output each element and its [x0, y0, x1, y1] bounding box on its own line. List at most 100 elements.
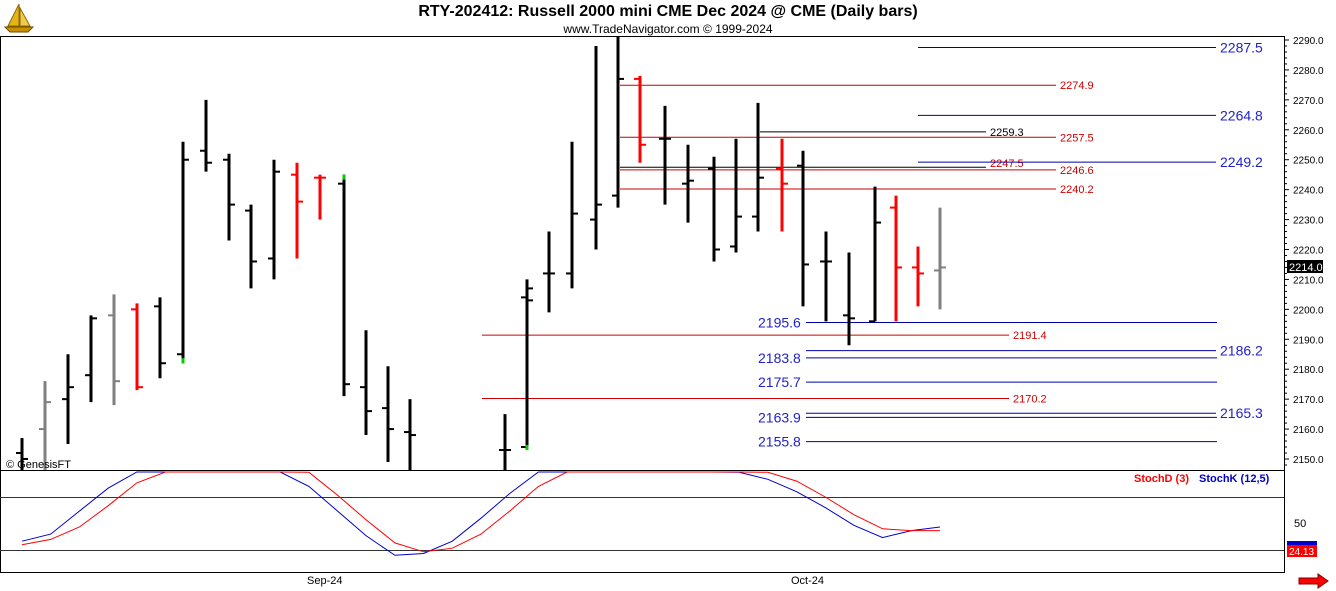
red-level-label-2: 2246.6: [1060, 165, 1094, 177]
ohlc-bar: [708, 156, 720, 262]
trade-navigator-logo: [2, 2, 36, 34]
sailboat-icon: [3, 3, 35, 33]
ohlc-bar: [634, 75, 646, 163]
price-tick-label-6: 2230.0: [1293, 216, 1324, 227]
ohlc-bar: [612, 37, 624, 208]
time-label-oct: Oct-24: [791, 575, 824, 587]
red-level-label-5: 2170.2: [1013, 394, 1047, 406]
stoch-k-legend: StochK (12,5): [1199, 473, 1270, 485]
price-tick-label-11: 2180.0: [1293, 365, 1324, 376]
ohlc-bar: [382, 366, 394, 462]
ohlc-bar: [730, 138, 742, 253]
ohlc-bar: [223, 153, 235, 241]
ohlc-bar: [291, 162, 303, 259]
ohlc-bar: [338, 174, 350, 397]
price-tick-label-14: 2150.0: [1293, 455, 1324, 466]
price-tick-label-0: 2290.0: [1293, 36, 1324, 47]
ohlc-bar: [245, 204, 257, 289]
price-tick-label-7: 2220.0: [1293, 246, 1324, 257]
copyright-text: www.TradeNavigator.com © 1999-2024: [563, 22, 773, 36]
ohlc-bar: [934, 207, 946, 310]
price-axis: 2290.0 2280.0 2270.0 2260.0 2250.0 2240.0 2230…: [1284, 36, 1324, 466]
price-panel-border: [0, 36, 1285, 471]
scroll-right-arrow-icon[interactable]: [1298, 573, 1329, 589]
blue-level-left-label-1: 2183.8: [758, 350, 801, 366]
ohlc-bar: [682, 144, 694, 223]
ohlc-bar: [869, 186, 881, 323]
red-level-label-1: 2257.5: [1060, 132, 1094, 144]
blue-level-left-label-3: 2163.9: [758, 409, 801, 425]
price-levels: 2274.9 2257.5 2246.6 2240.2 2191.4 2170.2 2259…: [482, 39, 1263, 450]
price-tick-label-12: 2170.0: [1293, 395, 1324, 406]
price-tick-label-1: 2280.0: [1293, 66, 1324, 77]
ohlc-bar: [776, 138, 788, 232]
dark-level-label-0: 2259.3: [990, 127, 1024, 139]
stoch-value-label: 24.13: [1289, 547, 1314, 558]
ohlc-bar: [404, 399, 416, 470]
red-level-label-3: 2240.2: [1060, 184, 1094, 196]
bar-signal-marker: [525, 445, 529, 451]
blue-level-left-label-4: 2155.8: [758, 434, 801, 450]
stochastic-lines: [21, 471, 941, 556]
price-tick-label-4: 2250.0: [1293, 156, 1324, 167]
red-level-label-0: 2274.9: [1060, 80, 1094, 92]
blue-level-right-label-1: 2264.8: [1220, 107, 1263, 123]
ohlc-bar: [499, 414, 511, 470]
price-tick-label-5: 2240.0: [1293, 186, 1324, 197]
stoch-d-line: [21, 471, 940, 553]
time-label-sep: Sep-24: [307, 575, 342, 587]
blue-level-left-label-2: 2175.7: [758, 374, 801, 390]
ohlc-bar: [108, 294, 120, 406]
chart-title: RTY-202412: Russell 2000 mini CME Dec 20…: [418, 3, 918, 20]
stoch-axis-50: 50: [1294, 518, 1306, 530]
ohlc-bar: [131, 303, 143, 391]
price-tick-label-10: 2190.0: [1293, 335, 1324, 346]
ohlc-bar: [820, 231, 832, 322]
blue-level-left-label-0: 2195.6: [758, 315, 801, 331]
blue-level-right-label-0: 2287.5: [1220, 39, 1263, 55]
ohlc-bar: [62, 354, 74, 445]
chart-header: RTY-202412: Russell 2000 mini CME Dec 20…: [0, 0, 1336, 36]
stoch-k-marker: [1287, 541, 1317, 545]
ohlc-bar: [200, 99, 212, 172]
price-tick-label-3: 2260.0: [1293, 126, 1324, 137]
stoch-d-legend: StochD (3): [1134, 473, 1189, 485]
red-level-label-4: 2191.4: [1013, 330, 1047, 342]
ohlc-bar: [521, 291, 533, 316]
blue-level-right-label-3: 2186.2: [1220, 343, 1263, 359]
ohlc-bar: [912, 246, 924, 307]
ohlc-bar: [590, 45, 602, 250]
blue-level-right-label-2: 2249.2: [1220, 154, 1263, 170]
ohlc-bar: [268, 159, 280, 280]
ohlc-bar: [85, 315, 97, 403]
price-tick-label-2: 2270.0: [1293, 96, 1324, 107]
stoch-panel-border: [0, 470, 1285, 573]
price-tick-label-9: 2200.0: [1293, 305, 1324, 316]
blue-level-right-label-4: 2165.3: [1220, 405, 1263, 421]
last-price-box: [1287, 260, 1323, 273]
watermark: © GenesisFT: [6, 459, 71, 471]
bar-signal-marker: [342, 174, 346, 180]
ohlc-bar: [154, 297, 166, 379]
dark-level-label-1: 2247.5: [990, 158, 1024, 170]
price-tick-label-8: 2210.0: [1293, 275, 1324, 286]
last-price-label: 2214.0: [1289, 262, 1323, 274]
bar-signal-marker: [181, 358, 185, 364]
ohlc-bar: [752, 102, 764, 232]
chart-frame: [0, 36, 1285, 573]
ohlc-bars: [16, 37, 946, 470]
ohlc-bar: [360, 330, 372, 436]
ohlc-bar: [659, 105, 671, 205]
price-tick-label-13: 2160.0: [1293, 425, 1324, 436]
ohlc-bar: [890, 195, 902, 322]
ohlc-bar: [543, 231, 555, 313]
ohlc-bar: [314, 174, 326, 220]
ohlc-bar: [566, 141, 578, 289]
ohlc-bar: [16, 438, 28, 470]
ohlc-bar: [797, 150, 809, 307]
ohlc-bar: [843, 252, 855, 346]
stoch-value-box: [1287, 545, 1317, 557]
ohlc-bar: [177, 141, 189, 364]
ohlc-bar: [39, 381, 51, 470]
